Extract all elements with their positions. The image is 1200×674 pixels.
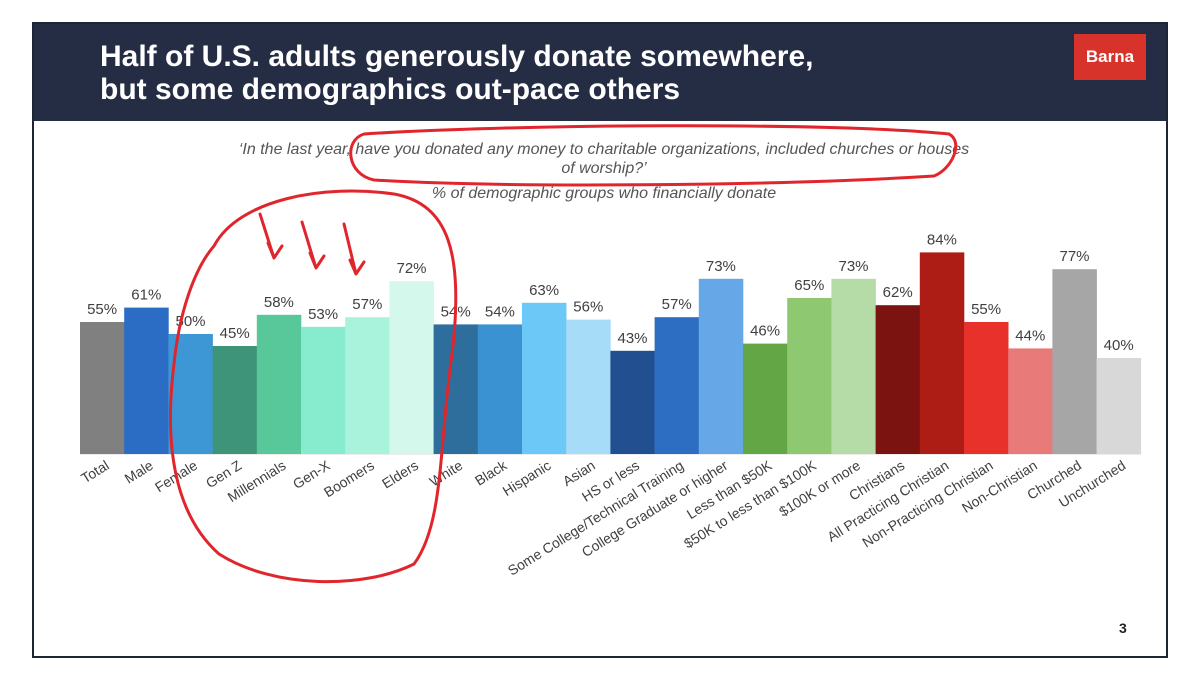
category-label: Female <box>152 457 200 495</box>
category-label: White <box>426 457 465 490</box>
bar-less-than-50k <box>743 343 788 454</box>
bar-boomers <box>345 317 390 454</box>
data-label: 58% <box>264 294 294 311</box>
data-label: 84% <box>927 231 957 248</box>
chart-subtitle: % of demographic groups who financially … <box>431 185 777 202</box>
barna-logo: Barna <box>1074 34 1146 80</box>
category-label: Hispanic <box>500 457 554 499</box>
bar-100k-or-more <box>831 278 876 454</box>
title-line-1: Half of U.S. adults generously donate so… <box>100 40 814 73</box>
data-label: 54% <box>485 303 515 320</box>
category-label: Total <box>78 457 112 486</box>
bar-all-practicing-christian <box>919 252 965 454</box>
bar-gen-x <box>301 326 346 454</box>
slide-header: Half of U.S. adults generously donate so… <box>34 24 1166 121</box>
data-label: 57% <box>352 296 382 313</box>
bar-hs-or-less <box>610 350 655 454</box>
data-label: 57% <box>662 296 692 313</box>
data-label: 72% <box>396 260 426 277</box>
bar-hispanic <box>522 302 567 454</box>
bar-white <box>433 324 479 454</box>
data-label: 77% <box>1059 248 1089 265</box>
bar-50k-to-less-than-100k <box>787 298 832 454</box>
category-label: Elders <box>379 457 421 492</box>
bar-college-graduate-or-higher <box>698 278 744 454</box>
bar-christians <box>875 305 921 454</box>
data-label: 50% <box>175 313 205 330</box>
bar-asian <box>566 319 611 454</box>
bar-gen-z <box>212 346 258 454</box>
page-number: 3 <box>1119 620 1127 636</box>
bar-male <box>124 307 169 454</box>
data-label: 65% <box>794 277 824 294</box>
bar-some-college-technical-training <box>654 317 700 454</box>
data-label: 61% <box>131 287 161 304</box>
data-label: 55% <box>87 301 117 318</box>
bar-millennials <box>256 314 302 454</box>
title-line-2: but some demographics out-pace others <box>100 73 681 106</box>
data-label: 53% <box>308 306 338 323</box>
bar-non-christian <box>1008 348 1053 454</box>
data-label: 44% <box>1015 327 1045 344</box>
data-label: 46% <box>750 323 780 340</box>
data-label: 73% <box>706 258 736 275</box>
data-label: 45% <box>220 325 250 342</box>
bar-total <box>80 322 125 454</box>
bar-unchurched <box>1096 358 1142 454</box>
data-label: 63% <box>529 282 559 299</box>
data-label: 55% <box>971 301 1001 318</box>
bar-elders <box>389 281 434 454</box>
bar-churched <box>1052 269 1097 454</box>
data-label: 62% <box>883 284 913 301</box>
bar-non-practicing-christian <box>964 322 1009 454</box>
slide-title: Half of U.S. adults generously donate so… <box>100 40 813 106</box>
data-label: 56% <box>573 299 603 316</box>
data-label: 43% <box>617 330 647 347</box>
bar-female <box>168 334 213 454</box>
data-label: 40% <box>1104 337 1134 354</box>
bar-black <box>477 324 523 454</box>
slide: Half of U.S. adults generously donate so… <box>32 22 1168 658</box>
category-label: Male <box>122 457 156 487</box>
data-label: 54% <box>441 303 471 320</box>
category-label: Boomers <box>321 457 377 500</box>
data-label: 73% <box>838 258 868 275</box>
